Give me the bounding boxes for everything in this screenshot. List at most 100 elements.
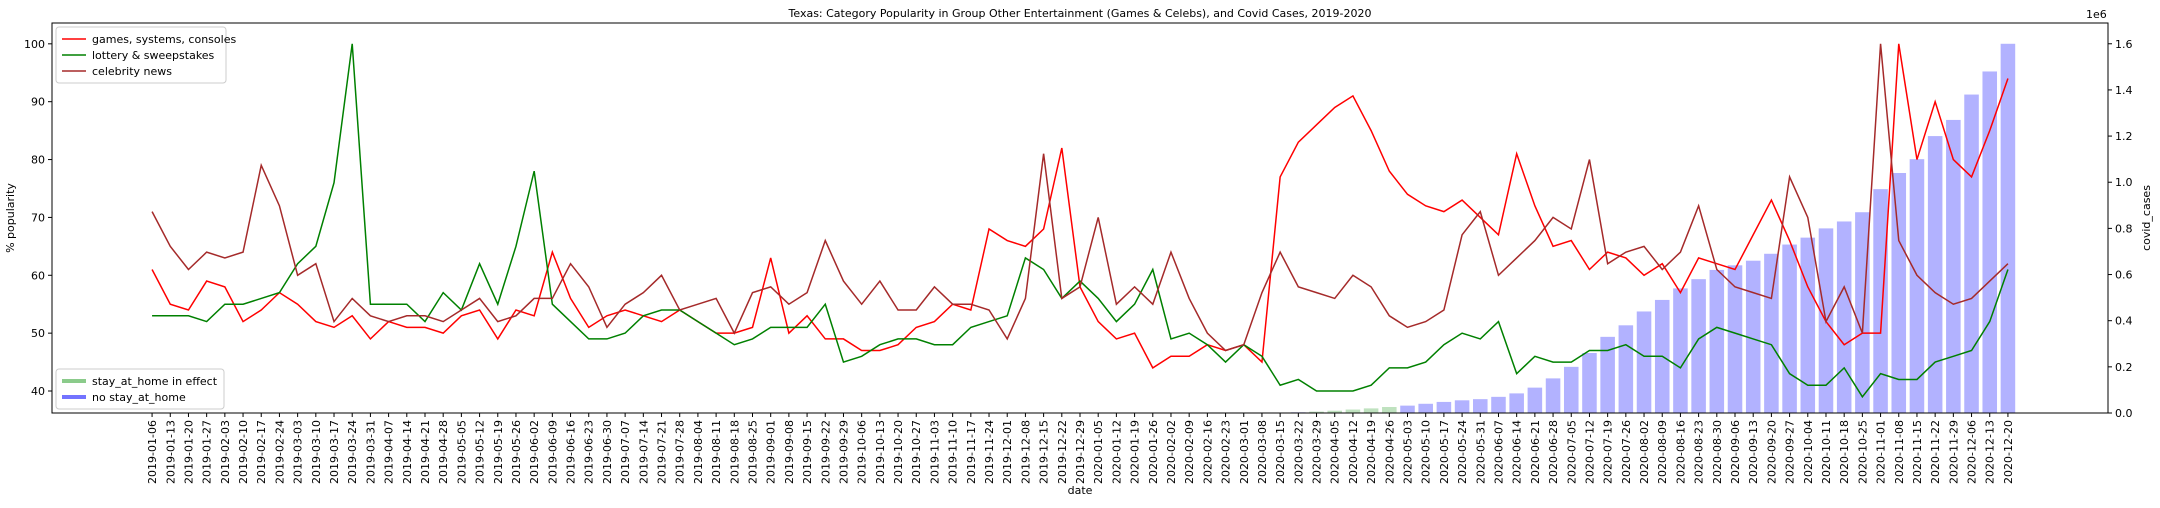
bar bbox=[1491, 397, 1506, 413]
y2-tick-label: 1.2 bbox=[2115, 130, 2133, 143]
legend-label: games, systems, consoles bbox=[92, 33, 236, 46]
bar bbox=[1982, 71, 1997, 413]
x-tick-label: 2019-01-13 bbox=[164, 420, 177, 484]
x-tick-label: 2020-08-16 bbox=[1674, 420, 1687, 484]
x-tick-label: 2020-10-11 bbox=[1820, 420, 1833, 484]
y2-tick-label: 0.8 bbox=[2115, 222, 2133, 235]
x-tick-label: 2019-04-07 bbox=[383, 420, 396, 484]
y2-tick-label: 0.0 bbox=[2115, 407, 2133, 420]
x-tick-label: 2019-09-29 bbox=[837, 420, 850, 484]
y2-tick-label: 0.4 bbox=[2115, 315, 2133, 328]
bar bbox=[1710, 270, 1725, 413]
x-tick-label: 2020-04-19 bbox=[1365, 420, 1378, 484]
x-tick-label: 2020-07-26 bbox=[1620, 420, 1633, 484]
y-tick-label: 70 bbox=[31, 211, 45, 224]
x-tick-label: 2020-08-30 bbox=[1711, 420, 1724, 484]
x-tick-label: 2019-03-03 bbox=[292, 420, 305, 484]
x-tick-label: 2019-12-01 bbox=[1001, 420, 1014, 484]
x-tick-label: 2019-01-27 bbox=[201, 420, 214, 484]
y2-tick-label: 0.2 bbox=[2115, 361, 2133, 374]
y2-tick-label: 1.4 bbox=[2115, 84, 2133, 97]
x-tick-label: 2019-03-17 bbox=[328, 420, 341, 484]
x-tick-label: 2020-05-17 bbox=[1438, 420, 1451, 484]
bar bbox=[1801, 238, 1816, 413]
x-tick-label: 2019-06-30 bbox=[601, 420, 614, 484]
x-tick-label: 2020-07-19 bbox=[1602, 420, 1615, 484]
x-axis-label: date bbox=[1068, 484, 1093, 497]
x-tick-label: 2020-08-02 bbox=[1638, 420, 1651, 484]
x-tick-label: 2019-03-31 bbox=[364, 420, 377, 484]
x-tick-label: 2020-06-21 bbox=[1529, 420, 1542, 484]
x-tick-label: 2020-11-29 bbox=[1947, 420, 1960, 484]
y-tick-label: 100 bbox=[24, 38, 45, 51]
x-tick-label: 2020-02-02 bbox=[1165, 420, 1178, 484]
bar bbox=[1673, 288, 1688, 413]
bar bbox=[1346, 410, 1361, 413]
legend-label: lottery & sweepstakes bbox=[92, 49, 215, 62]
y-tick-label: 90 bbox=[31, 96, 45, 109]
x-tick-label: 2020-03-22 bbox=[1292, 420, 1305, 484]
x-tick-label: 2019-11-17 bbox=[965, 420, 978, 484]
bar bbox=[1964, 95, 1979, 413]
x-tick-label: 2019-02-03 bbox=[219, 420, 232, 484]
y-tick-label: 50 bbox=[31, 327, 45, 340]
bar bbox=[1637, 311, 1652, 413]
x-tick-label: 2020-03-08 bbox=[1256, 420, 1269, 484]
x-tick-label: 2019-09-22 bbox=[819, 420, 832, 484]
x-tick-label: 2019-05-12 bbox=[474, 420, 487, 484]
x-tick-label: 2019-07-28 bbox=[674, 420, 687, 484]
bar bbox=[1509, 393, 1524, 413]
x-tick-label: 2019-05-05 bbox=[455, 420, 468, 484]
bar bbox=[1455, 400, 1470, 413]
x-tick-label: 2020-12-06 bbox=[1966, 420, 1979, 484]
x-tick-label: 2019-12-15 bbox=[1038, 420, 1051, 484]
bar bbox=[2001, 44, 2016, 413]
x-tick-label: 2020-07-05 bbox=[1565, 420, 1578, 484]
x-tick-label: 2020-02-16 bbox=[1201, 420, 1214, 484]
x-tick-label: 2020-01-19 bbox=[1129, 420, 1142, 484]
bar bbox=[1837, 221, 1852, 413]
x-tick-label: 2020-05-03 bbox=[1402, 420, 1415, 484]
bar bbox=[1382, 407, 1397, 413]
x-tick-label: 2019-11-03 bbox=[928, 420, 941, 484]
x-tick-label: 2019-11-10 bbox=[947, 420, 960, 484]
x-tick-label: 2020-10-18 bbox=[1838, 420, 1851, 484]
x-tick-label: 2020-12-13 bbox=[1984, 420, 1997, 484]
x-tick-label: 2019-09-08 bbox=[783, 420, 796, 484]
x-tick-label: 2019-01-06 bbox=[146, 420, 159, 484]
legend-label: celebrity news bbox=[92, 65, 172, 78]
bar bbox=[1564, 367, 1579, 413]
x-tick-label: 2019-05-26 bbox=[510, 420, 523, 484]
y2-tick-label: 1.0 bbox=[2115, 176, 2133, 189]
x-tick-label: 2020-10-25 bbox=[1856, 420, 1869, 484]
x-tick-label: 2019-10-13 bbox=[874, 420, 887, 484]
x-tick-label: 2019-11-24 bbox=[983, 420, 996, 484]
bar bbox=[1364, 408, 1379, 413]
x-tick-label: 2020-01-12 bbox=[1110, 420, 1123, 484]
x-tick-label: 2019-05-19 bbox=[492, 420, 505, 484]
x-tick-label: 2020-08-09 bbox=[1656, 420, 1669, 484]
x-tick-label: 2019-02-10 bbox=[237, 420, 250, 484]
bar bbox=[1582, 353, 1597, 413]
x-tick-label: 2020-01-26 bbox=[1147, 420, 1160, 484]
x-tick-label: 2020-02-09 bbox=[1183, 420, 1196, 484]
x-tick-label: 2020-07-12 bbox=[1583, 420, 1596, 484]
bar bbox=[1473, 399, 1488, 413]
x-tick-label: 2019-07-21 bbox=[656, 420, 669, 484]
bar bbox=[1437, 402, 1452, 413]
bar bbox=[1546, 378, 1561, 413]
x-tick-label: 2020-11-08 bbox=[1893, 420, 1906, 484]
x-tick-label: 2019-10-06 bbox=[856, 420, 869, 484]
x-tick-label: 2019-10-20 bbox=[892, 420, 905, 484]
x-tick-label: 2020-05-24 bbox=[1456, 420, 1469, 484]
x-tick-label: 2019-08-04 bbox=[692, 420, 705, 484]
bar bbox=[1891, 173, 1906, 413]
y-tick-label: 60 bbox=[31, 269, 45, 282]
chart-title: Texas: Category Popularity in Group Othe… bbox=[788, 7, 1372, 20]
x-tick-label: 2019-06-23 bbox=[583, 420, 596, 484]
plot-frame bbox=[52, 23, 2108, 413]
x-tick-label: 2020-09-06 bbox=[1729, 420, 1742, 484]
bar bbox=[1619, 325, 1634, 413]
x-tick-label: 2019-09-15 bbox=[801, 420, 814, 484]
